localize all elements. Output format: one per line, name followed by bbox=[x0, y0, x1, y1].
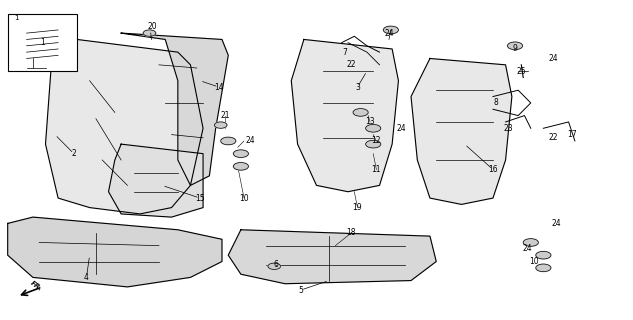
Text: 17: 17 bbox=[567, 130, 577, 139]
Polygon shape bbox=[108, 144, 203, 217]
Polygon shape bbox=[291, 39, 398, 192]
Circle shape bbox=[508, 42, 523, 50]
Text: 21: 21 bbox=[220, 111, 230, 120]
Circle shape bbox=[536, 264, 551, 272]
Text: 1: 1 bbox=[40, 38, 45, 47]
Text: 16: 16 bbox=[488, 165, 498, 174]
Text: 8: 8 bbox=[494, 99, 499, 108]
Text: 22: 22 bbox=[346, 60, 356, 69]
Text: 19: 19 bbox=[353, 203, 362, 212]
Text: 24: 24 bbox=[384, 28, 394, 38]
Polygon shape bbox=[121, 33, 229, 185]
Text: 6: 6 bbox=[273, 260, 278, 269]
Circle shape bbox=[221, 137, 236, 145]
Text: 14: 14 bbox=[214, 83, 223, 92]
Polygon shape bbox=[229, 230, 436, 284]
Text: 23: 23 bbox=[504, 124, 513, 133]
Circle shape bbox=[353, 108, 368, 116]
Text: 10: 10 bbox=[529, 257, 539, 266]
Text: 24: 24 bbox=[548, 54, 558, 63]
Circle shape bbox=[234, 150, 248, 157]
Polygon shape bbox=[411, 59, 512, 204]
Text: 20: 20 bbox=[148, 22, 158, 31]
Text: 24: 24 bbox=[523, 244, 532, 253]
Text: 3: 3 bbox=[355, 83, 360, 92]
Text: 11: 11 bbox=[372, 165, 381, 174]
Circle shape bbox=[268, 263, 280, 269]
Circle shape bbox=[536, 252, 551, 259]
Text: 4: 4 bbox=[84, 273, 89, 282]
Text: 15: 15 bbox=[195, 194, 204, 203]
Polygon shape bbox=[46, 39, 203, 214]
Text: 25: 25 bbox=[517, 67, 526, 76]
Circle shape bbox=[215, 122, 227, 128]
Text: 22: 22 bbox=[548, 133, 558, 142]
Text: 5: 5 bbox=[298, 285, 303, 295]
Text: 24: 24 bbox=[551, 219, 561, 228]
Circle shape bbox=[366, 140, 381, 148]
Text: 18: 18 bbox=[346, 228, 356, 237]
Circle shape bbox=[523, 239, 538, 246]
Text: 13: 13 bbox=[365, 117, 375, 126]
Circle shape bbox=[234, 163, 248, 170]
Text: 24: 24 bbox=[397, 124, 406, 133]
Text: 24: 24 bbox=[246, 136, 255, 146]
Circle shape bbox=[384, 26, 398, 34]
Circle shape bbox=[143, 30, 156, 36]
Text: 10: 10 bbox=[239, 194, 249, 203]
Text: 12: 12 bbox=[372, 136, 381, 146]
Circle shape bbox=[366, 124, 381, 132]
Text: FR.: FR. bbox=[30, 280, 44, 293]
Text: 7: 7 bbox=[342, 48, 348, 57]
Text: 9: 9 bbox=[513, 44, 517, 53]
Bar bbox=[8, 14, 77, 71]
Polygon shape bbox=[8, 217, 222, 287]
Text: 1: 1 bbox=[14, 15, 18, 21]
Text: 2: 2 bbox=[72, 149, 76, 158]
